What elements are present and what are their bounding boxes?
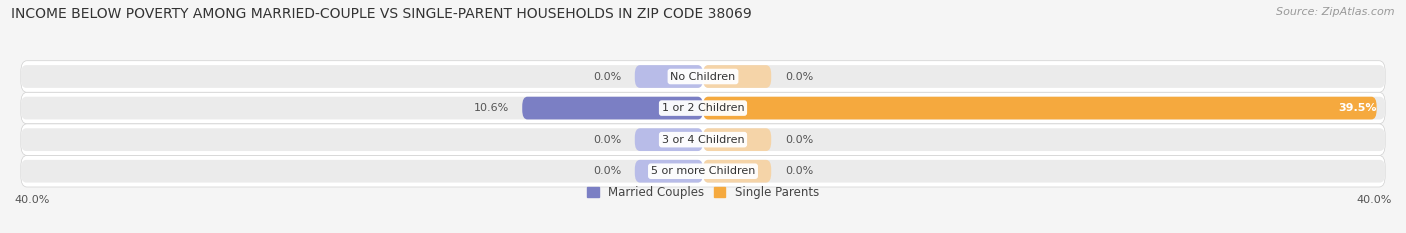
Text: 0.0%: 0.0% — [593, 135, 621, 145]
FancyBboxPatch shape — [21, 128, 703, 151]
Text: 3 or 4 Children: 3 or 4 Children — [662, 135, 744, 145]
FancyBboxPatch shape — [703, 65, 772, 88]
FancyBboxPatch shape — [21, 65, 703, 88]
FancyBboxPatch shape — [634, 160, 703, 183]
Text: 0.0%: 0.0% — [785, 166, 813, 176]
FancyBboxPatch shape — [703, 160, 1385, 183]
FancyBboxPatch shape — [21, 155, 1385, 187]
Text: 5 or more Children: 5 or more Children — [651, 166, 755, 176]
FancyBboxPatch shape — [703, 65, 1385, 88]
FancyBboxPatch shape — [21, 61, 1385, 92]
FancyBboxPatch shape — [703, 97, 1385, 120]
FancyBboxPatch shape — [703, 160, 772, 183]
FancyBboxPatch shape — [634, 128, 703, 151]
FancyBboxPatch shape — [21, 97, 703, 120]
FancyBboxPatch shape — [21, 92, 1385, 124]
Text: 0.0%: 0.0% — [785, 135, 813, 145]
FancyBboxPatch shape — [21, 160, 703, 183]
FancyBboxPatch shape — [703, 128, 772, 151]
Legend: Married Couples, Single Parents: Married Couples, Single Parents — [582, 182, 824, 204]
Text: 40.0%: 40.0% — [1357, 195, 1392, 205]
FancyBboxPatch shape — [703, 97, 1376, 120]
FancyBboxPatch shape — [703, 128, 1385, 151]
Text: INCOME BELOW POVERTY AMONG MARRIED-COUPLE VS SINGLE-PARENT HOUSEHOLDS IN ZIP COD: INCOME BELOW POVERTY AMONG MARRIED-COUPL… — [11, 7, 752, 21]
FancyBboxPatch shape — [21, 124, 1385, 155]
Text: 40.0%: 40.0% — [14, 195, 49, 205]
Text: 1 or 2 Children: 1 or 2 Children — [662, 103, 744, 113]
FancyBboxPatch shape — [634, 65, 703, 88]
Text: 10.6%: 10.6% — [474, 103, 509, 113]
FancyBboxPatch shape — [522, 97, 703, 120]
Text: No Children: No Children — [671, 72, 735, 82]
Text: 39.5%: 39.5% — [1339, 103, 1376, 113]
Text: Source: ZipAtlas.com: Source: ZipAtlas.com — [1277, 7, 1395, 17]
Text: 0.0%: 0.0% — [593, 166, 621, 176]
Text: 0.0%: 0.0% — [593, 72, 621, 82]
Text: 0.0%: 0.0% — [785, 72, 813, 82]
